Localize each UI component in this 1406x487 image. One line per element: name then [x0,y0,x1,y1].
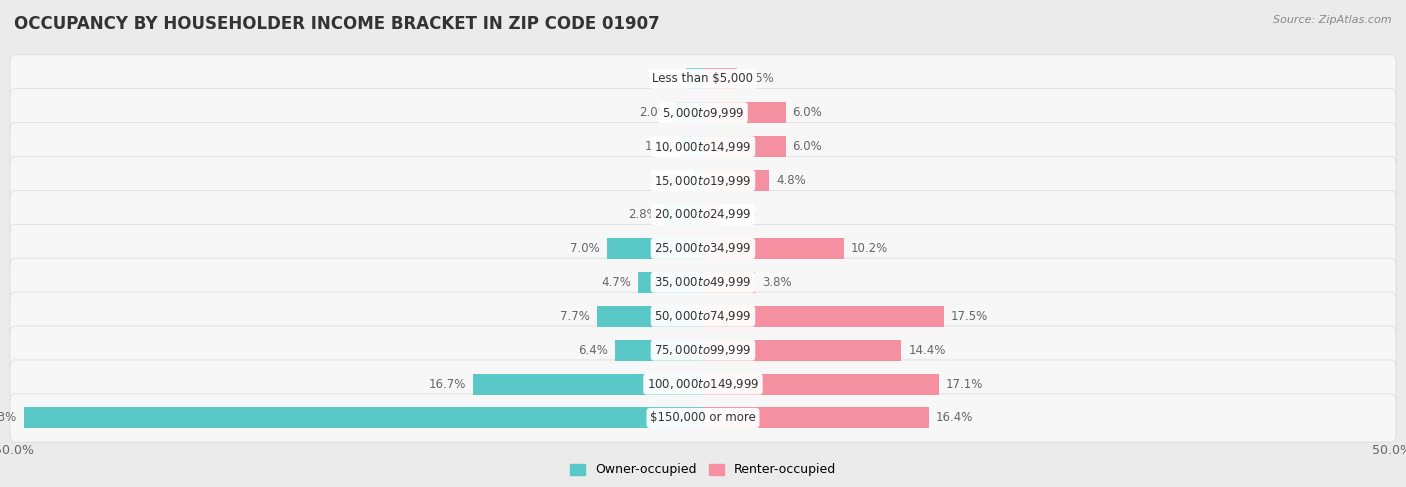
Text: 4.7%: 4.7% [602,276,631,289]
Text: Source: ZipAtlas.com: Source: ZipAtlas.com [1274,15,1392,25]
Bar [606,238,703,259]
Bar [703,136,786,157]
Bar [703,306,945,327]
Text: 6.0%: 6.0% [793,140,823,153]
Text: 2.5%: 2.5% [744,72,775,85]
Text: 6.0%: 6.0% [793,106,823,119]
Text: 0.63%: 0.63% [651,174,688,187]
Bar [598,306,703,327]
FancyBboxPatch shape [10,326,1396,374]
Bar [695,170,703,191]
Text: 1.2%: 1.2% [727,208,756,221]
Bar [638,272,703,293]
Text: $20,000 to $24,999: $20,000 to $24,999 [654,207,752,222]
FancyBboxPatch shape [10,89,1396,137]
Text: 16.4%: 16.4% [936,412,973,425]
FancyBboxPatch shape [10,190,1396,239]
FancyBboxPatch shape [10,55,1396,103]
Bar [703,204,720,225]
Bar [681,136,703,157]
Text: 1.2%: 1.2% [650,72,679,85]
FancyBboxPatch shape [10,258,1396,306]
Text: 3.8%: 3.8% [762,276,792,289]
Text: 4.8%: 4.8% [776,174,806,187]
Bar [703,272,755,293]
Text: $35,000 to $49,999: $35,000 to $49,999 [654,275,752,289]
Text: 6.4%: 6.4% [578,344,607,356]
Text: 17.1%: 17.1% [945,377,983,391]
Bar [703,68,738,89]
Text: $25,000 to $34,999: $25,000 to $34,999 [654,242,752,255]
FancyBboxPatch shape [10,394,1396,442]
FancyBboxPatch shape [10,225,1396,272]
Text: $150,000 or more: $150,000 or more [650,412,756,425]
Text: 7.7%: 7.7% [560,310,591,323]
Text: $10,000 to $14,999: $10,000 to $14,999 [654,140,752,153]
Bar [686,68,703,89]
Bar [703,102,786,123]
Text: 17.5%: 17.5% [950,310,988,323]
Text: 14.4%: 14.4% [908,344,946,356]
Bar [614,339,703,361]
Bar [703,238,844,259]
FancyBboxPatch shape [10,123,1396,171]
Text: $75,000 to $99,999: $75,000 to $99,999 [654,343,752,357]
Text: 2.0%: 2.0% [638,106,669,119]
Legend: Owner-occupied, Renter-occupied: Owner-occupied, Renter-occupied [565,458,841,482]
Bar [472,374,703,394]
Text: 16.7%: 16.7% [429,377,465,391]
Text: $5,000 to $9,999: $5,000 to $9,999 [662,106,744,120]
Text: OCCUPANCY BY HOUSEHOLDER INCOME BRACKET IN ZIP CODE 01907: OCCUPANCY BY HOUSEHOLDER INCOME BRACKET … [14,15,659,33]
Bar [703,408,929,429]
FancyBboxPatch shape [10,360,1396,408]
Bar [665,204,703,225]
Text: 2.8%: 2.8% [628,208,658,221]
Text: $15,000 to $19,999: $15,000 to $19,999 [654,173,752,187]
Text: 10.2%: 10.2% [851,242,887,255]
Text: 1.6%: 1.6% [644,140,673,153]
FancyBboxPatch shape [10,292,1396,340]
FancyBboxPatch shape [10,156,1396,205]
Text: Less than $5,000: Less than $5,000 [652,72,754,85]
Bar [24,408,703,429]
Bar [703,170,769,191]
Text: $50,000 to $74,999: $50,000 to $74,999 [654,309,752,323]
Bar [703,374,939,394]
Bar [675,102,703,123]
Bar [703,339,901,361]
Text: $100,000 to $149,999: $100,000 to $149,999 [647,377,759,391]
Text: 7.0%: 7.0% [569,242,599,255]
Text: 49.3%: 49.3% [0,412,17,425]
